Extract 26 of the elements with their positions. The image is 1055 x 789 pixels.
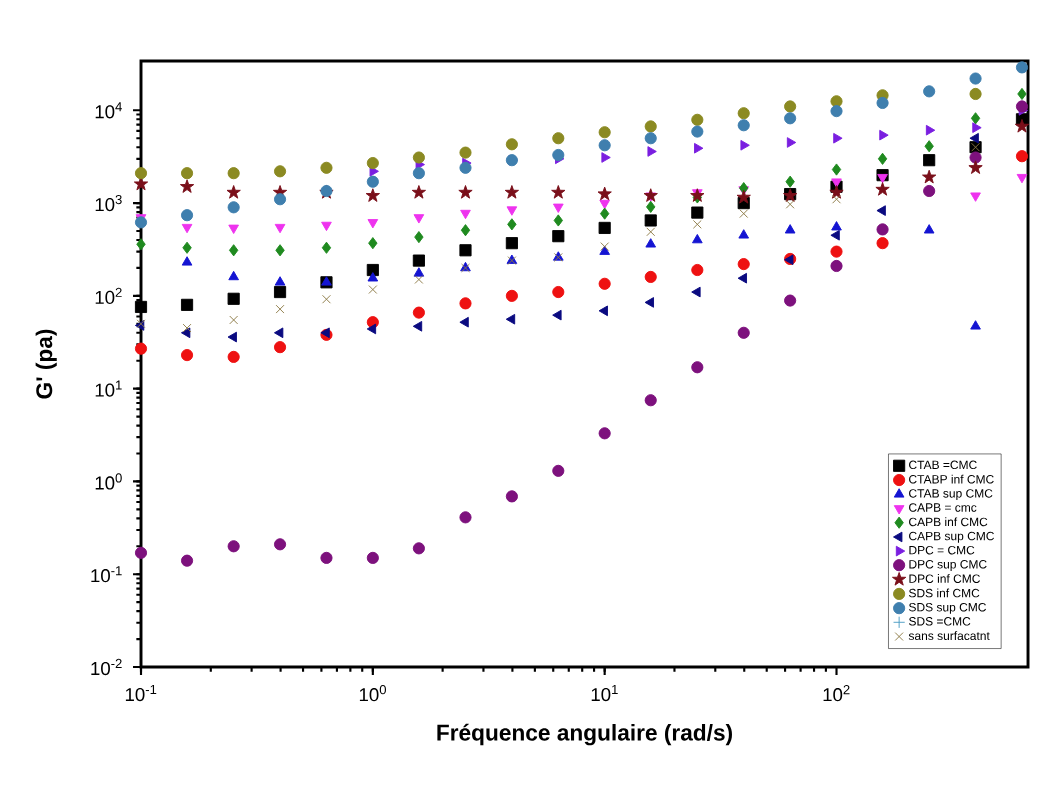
y-tick-label: 10$^{2}$	[95, 287, 122, 305]
legend-label: sans surfacatnt	[908, 631, 990, 641]
legend-label: SDS inf CMC	[908, 588, 980, 598]
y-tick-label: 10$^{1}$	[95, 380, 122, 397]
legend-label: DPC inf CMC	[909, 574, 980, 583]
y-tick-label: 10$^{-2}$	[91, 658, 122, 676]
y-tick-label: 10$^{3}$	[95, 194, 122, 212]
legend-label: CAPB inf CMC	[909, 517, 988, 527]
x-tick-label: 10$^{2}$	[823, 685, 850, 702]
legend-label: CTAB sup CMC	[909, 489, 993, 500]
x-tick-label: 10$^{0}$	[359, 685, 387, 702]
x-axis-title: Fréquence angulaire (rad/s)	[437, 723, 732, 746]
legend-label: CAPB = cmc	[909, 503, 977, 512]
x-tick-label: 10$^{-1}$	[125, 685, 157, 702]
legend-label: SDS sup CMC	[908, 602, 987, 614]
legend-label: DPC sup CMC	[909, 560, 987, 571]
legend-label: CTABP inf CMC	[909, 474, 994, 484]
legend-label: CTAB =CMC	[909, 460, 977, 470]
y-tick-label: 10$^{-1}$	[91, 566, 122, 583]
y-tick-label: 10$^{0}$	[95, 473, 122, 490]
legend-label: DPC = CMC	[909, 545, 975, 555]
x-tick-label: 10$^{1}$	[591, 685, 618, 702]
y-tick-label: 10$^{4}$	[95, 102, 122, 119]
legend-label: SDS =CMC	[908, 617, 971, 626]
y-axis-title: G' (pa)	[35, 329, 57, 399]
legend-label: CAPB sup CMC	[909, 531, 995, 543]
